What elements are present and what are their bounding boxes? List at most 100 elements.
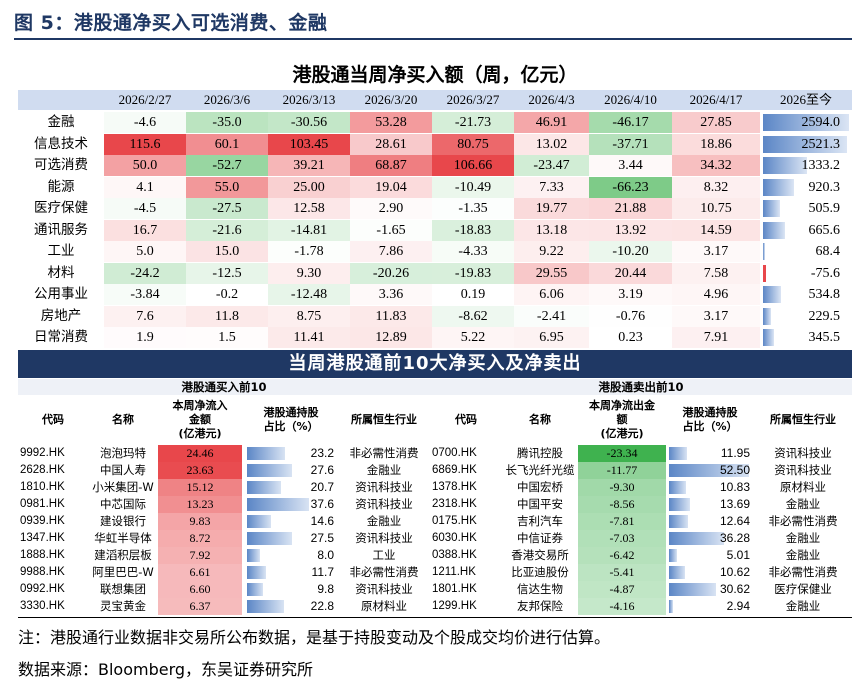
ytd-value: 505.9: [808, 201, 841, 216]
sell-holding-cell: 2.94: [666, 598, 754, 615]
heatmap-cell: 28.61: [350, 133, 432, 155]
heatmap-cell: -2.41: [514, 305, 589, 327]
sell-holding-value: 36.28: [719, 531, 750, 545]
buy-holding-value: 8.0: [317, 548, 334, 562]
ytd-bar: [763, 114, 849, 131]
buy-industry: 非必需性消费: [349, 446, 419, 460]
buy-industry: 资讯科技业: [355, 582, 413, 596]
sell-holding-bar: [669, 464, 749, 477]
sell-holding-value: 2.94: [726, 599, 750, 613]
source-note: 数据来源：Bloomberg，东吴证券研究所: [18, 660, 314, 679]
buy-stock-name: 灵宝黄金: [100, 599, 146, 613]
heatmap-cell: 3.17: [672, 241, 760, 262]
heatmap-cell: 0.19: [432, 284, 514, 305]
sell-stock-name: 比亚迪股份: [511, 565, 569, 579]
top10-table-banner: 当周港股通前10大净买入及净卖出: [18, 350, 852, 378]
heatmap-cell: 12.89: [350, 327, 432, 348]
ytd-bar: [763, 157, 808, 174]
buy-holding-bar: [247, 566, 267, 579]
buy-industry: 工业: [372, 548, 396, 562]
buy-holding-cell: 23.2: [244, 445, 338, 462]
sell-holding-cell: 11.95: [666, 445, 754, 462]
buy-stock-name: 泡泡玛特: [100, 446, 146, 460]
heatmap-cell: 1.9: [104, 327, 186, 348]
heatmap-cell: 7.58: [672, 262, 760, 284]
footnote: 注：港股通行业数据非交易所公布数据，是基于持股变动及个股成交均价进行估算。: [18, 628, 611, 647]
heatmap-cell: -10.20: [589, 241, 672, 262]
sell-holding-bar: [669, 600, 674, 613]
heatmap-cell: -30.56: [268, 112, 350, 133]
sell-flow-cell: -8.56: [578, 496, 666, 513]
ytd-value: 665.6: [808, 222, 841, 238]
sell-holding-bar: [669, 481, 686, 494]
sell-holding-value: 12.64: [719, 514, 750, 528]
heatmap-cell: 10.75: [672, 198, 760, 219]
heatmap-cell: 3.19: [589, 284, 672, 305]
buy-holding-value: 9.8: [317, 582, 334, 596]
sell-holding-cell: 5.01: [666, 547, 754, 564]
heatmap-cell: 5.22: [432, 327, 514, 348]
sell-stock-name: 中国平安: [517, 497, 563, 511]
sell-flow-cell: -6.42: [578, 547, 666, 564]
buy-industry: 资讯科技业: [355, 497, 413, 511]
heatmap-cell: -4.33: [432, 241, 514, 262]
heatmap-cell: 55.0: [186, 176, 268, 198]
buy-stock-name: 中芯国际: [100, 497, 146, 511]
heatmap-cell: -18.83: [432, 219, 514, 241]
heatmap-cell: 6.06: [514, 284, 589, 305]
buy-industry: 金融业: [366, 514, 402, 528]
weekly-table-title: 港股通当周净买入额（周，亿元）: [292, 64, 578, 86]
buy-stock-code: 1888.HK: [20, 549, 65, 561]
heatmap-cell: 7.91: [672, 327, 760, 348]
heatmap-cell: -37.71: [589, 133, 672, 155]
heatmap-cell: 39.21: [268, 155, 350, 176]
sell-stock-code: 1299.HK: [432, 600, 477, 612]
buy-flow-cell: 13.23: [158, 496, 242, 513]
ytd-cell: 1333.2: [760, 155, 852, 176]
ytd-bar: [763, 178, 794, 196]
heatmap-cell: -14.81: [268, 219, 350, 241]
buy-holding-bar: [247, 447, 285, 460]
sell-holding-value: 10.62: [719, 565, 750, 579]
buy-flow-cell: 6.37: [158, 598, 242, 615]
sell-stock-code: 6869.HK: [432, 464, 477, 476]
ytd-bar: [763, 286, 781, 303]
buy-holding-value: 27.6: [310, 463, 334, 477]
heatmap-cell: -1.78: [268, 241, 350, 262]
sell-holding-bar: [669, 566, 686, 579]
buy-column-header: 本周净流入 金额 (亿港元): [172, 399, 228, 440]
buy-holding-cell: 14.6: [244, 513, 338, 530]
sell-holding-bar: [669, 549, 677, 562]
sell-holding-cell: 12.64: [666, 513, 754, 530]
ytd-bar: [763, 307, 771, 325]
sell-industry: 金融业: [785, 531, 821, 545]
heatmap-cell: 29.55: [514, 262, 589, 284]
heatmap-cell: 8.32: [672, 176, 760, 198]
sell-flow-cell: -7.03: [578, 530, 666, 547]
heatmap-cell: 19.04: [350, 176, 432, 198]
buy-industry: 资讯科技业: [355, 480, 413, 494]
sell-industry: 医疗保健业: [774, 582, 832, 596]
title-divider: [14, 38, 852, 40]
buy-flow-cell: 8.72: [158, 530, 242, 547]
sell-industry: 资讯科技业: [774, 463, 832, 477]
heatmap-cell: 8.75: [268, 305, 350, 327]
column-header: 2026/3/13: [282, 92, 336, 107]
sell-stock-code: 1211.HK: [432, 566, 476, 578]
heatmap-cell: 80.75: [432, 133, 514, 155]
heatmap-cell: -8.62: [432, 305, 514, 327]
heatmap-cell: -1.35: [432, 198, 514, 219]
sell-stock-name: 吉利汽车: [517, 514, 563, 528]
sell-holding-cell: 10.62: [666, 564, 754, 581]
sell-stock-name: 信达生物: [517, 582, 563, 596]
sector-label: 公用事业: [34, 286, 88, 302]
sell-industry: 金融业: [785, 548, 821, 562]
heatmap-cell: 11.83: [350, 305, 432, 327]
heatmap-cell: -12.5: [186, 262, 268, 284]
heatmap-cell: 9.22: [514, 241, 589, 262]
sell-stock-code: 0175.HK: [432, 515, 477, 527]
sector-label: 可选消费: [34, 157, 88, 173]
buy-holding-cell: 22.8: [244, 598, 338, 615]
ytd-bar: [763, 329, 775, 346]
buy-holding-bar: [247, 498, 309, 511]
